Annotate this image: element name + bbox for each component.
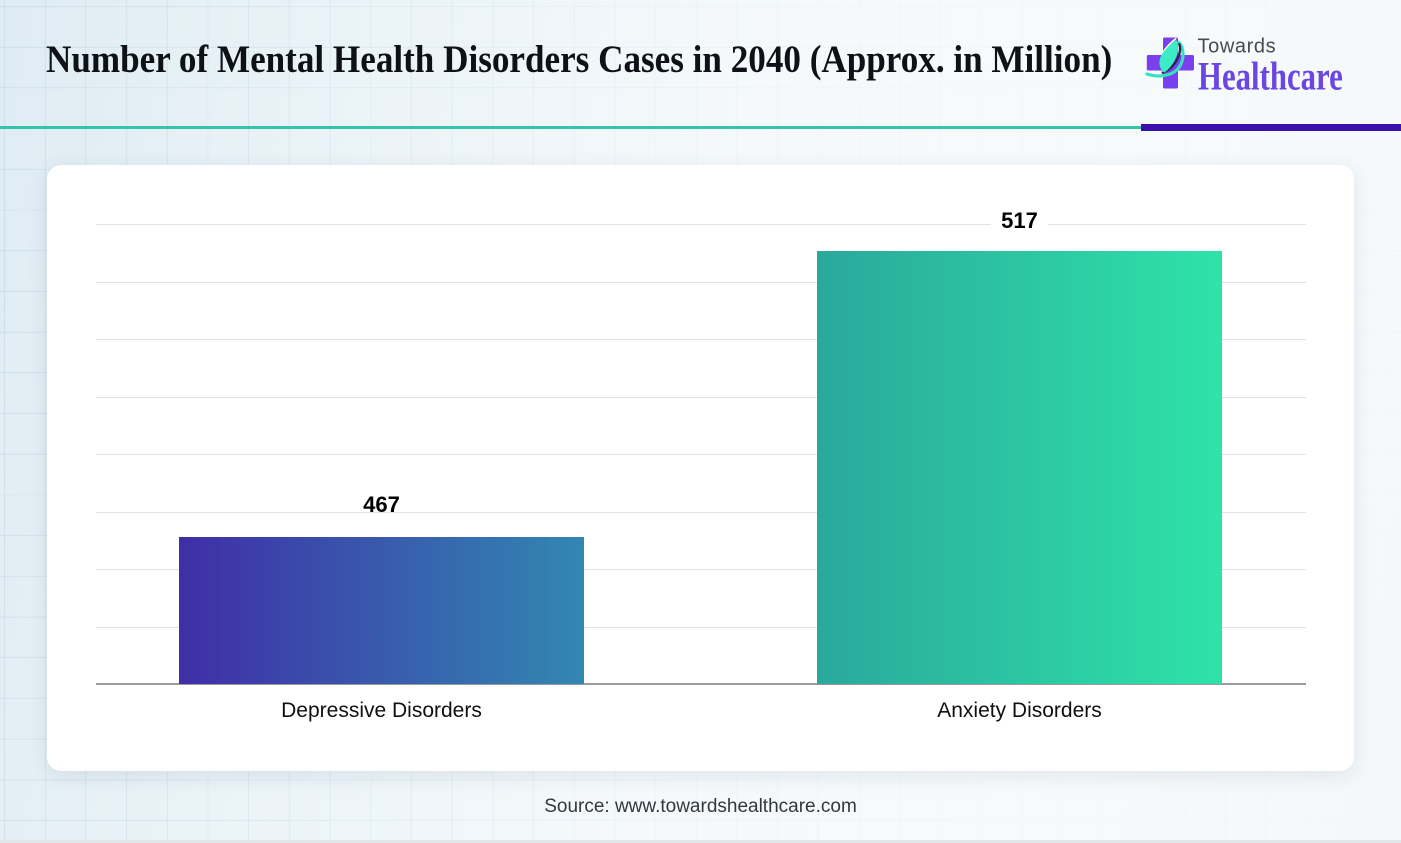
svg-text:Towards: Towards bbox=[1198, 36, 1277, 58]
svg-text:Healthcare: Healthcare bbox=[1198, 53, 1343, 95]
